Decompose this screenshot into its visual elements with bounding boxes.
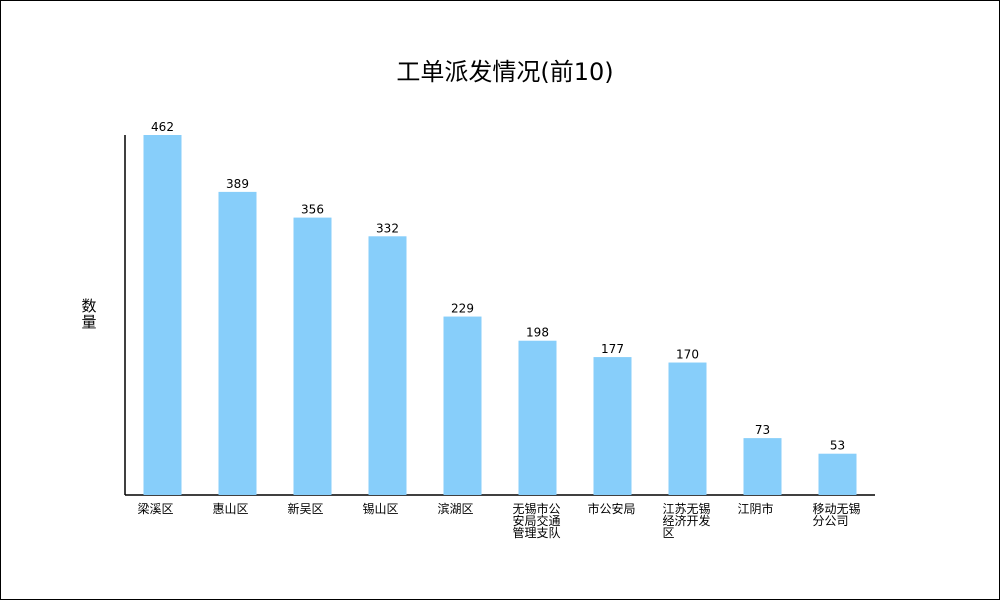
category-label: 滨湖区 [438,501,474,516]
bars-group [143,135,857,495]
chart-title: 工单派发情况(前10) [396,58,613,86]
category-label: 锡山区 [363,501,399,516]
bar [293,217,332,495]
bar [518,340,557,495]
category-label: 市公安局 [588,501,636,516]
bar [143,135,182,495]
category-labels-group: 梁溪区 惠山区 新吴区 锡山区 滨湖区 无锡市公安局交通管理支队 市公安局 江苏无锡经济开发区… [138,501,861,540]
value-labels-group: 462 389 356 332 229 198 177 170 73 53 [151,120,845,453]
category-label: 梁溪区 [138,501,174,516]
value-label: 53 [830,439,845,453]
bar [818,453,857,495]
value-label: 462 [151,120,174,134]
value-label: 198 [526,326,549,340]
value-label: 170 [676,348,699,362]
bar [443,316,482,495]
category-label: 江阴市 [738,501,774,516]
y-axis-label: 数量 [81,297,96,331]
category-label: 新吴区 [288,501,324,516]
bar [668,362,707,495]
value-label: 332 [376,221,399,235]
value-label: 177 [601,342,624,356]
value-label: 389 [226,177,249,191]
category-label: 惠山区 [213,502,249,516]
bar [368,236,407,495]
category-label: 移动无锡分公司 [813,501,861,528]
y-axis-label-text: 数量 [81,297,96,331]
value-label: 73 [755,423,770,437]
bar [218,191,257,495]
bar [743,438,782,495]
value-label: 229 [451,302,474,316]
bar [593,357,632,495]
category-label: 江苏无锡经济开发区 [663,501,711,540]
value-label: 356 [301,203,324,217]
category-label: 无锡市公安局交通管理支队 [513,501,561,540]
